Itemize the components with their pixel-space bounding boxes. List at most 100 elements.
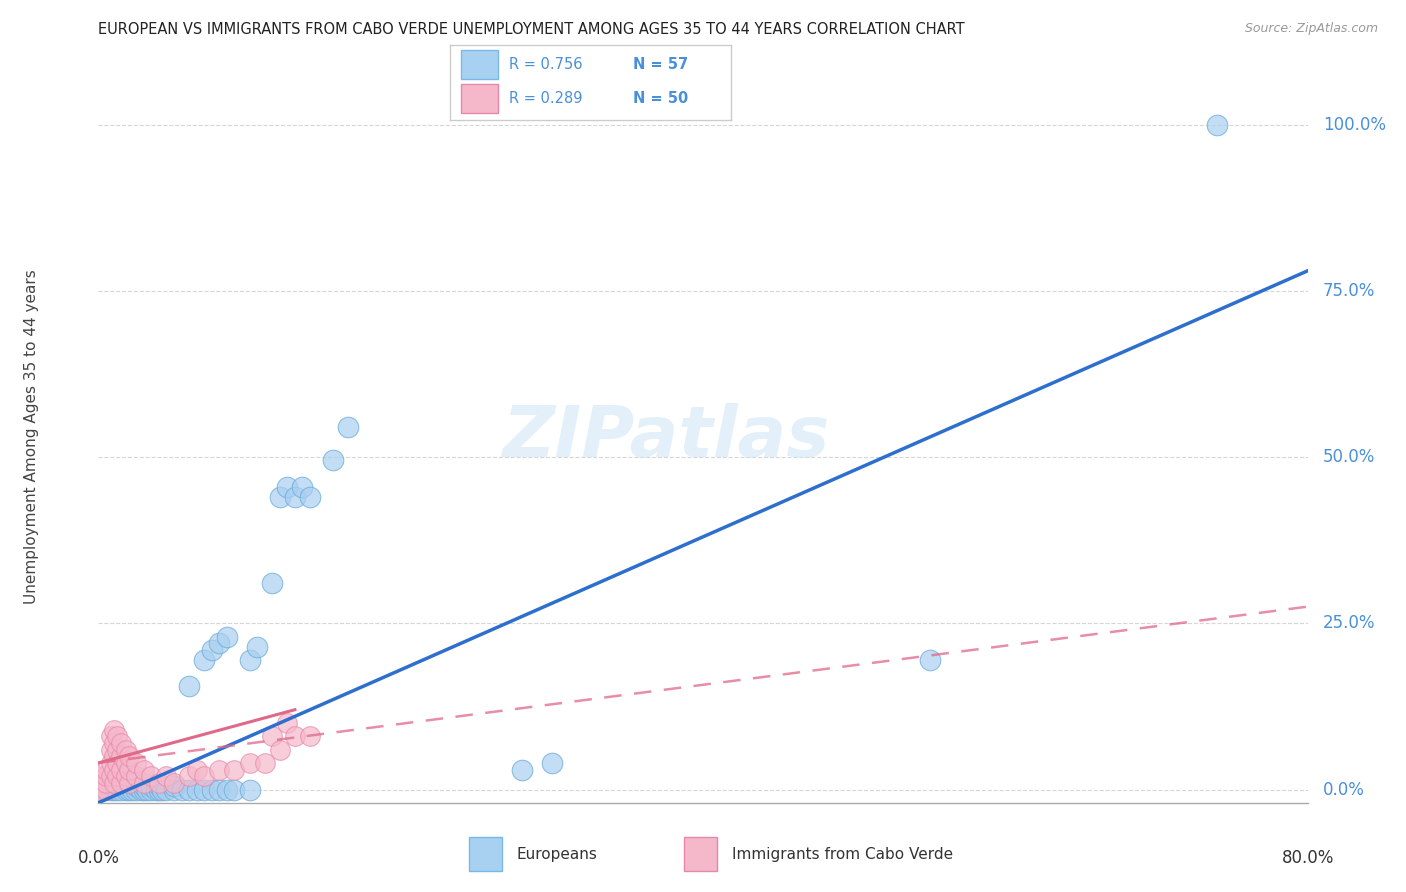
- Bar: [683, 837, 717, 871]
- Text: 75.0%: 75.0%: [1323, 282, 1375, 300]
- Point: [110, 736, 132, 750]
- Point: [105, 769, 128, 783]
- Point: [336, 420, 359, 434]
- Point: [87, 776, 110, 790]
- Point: [125, 782, 148, 797]
- Point: [105, 742, 128, 756]
- Point: [132, 763, 155, 777]
- Point: [103, 782, 125, 797]
- Point: [155, 769, 177, 783]
- Point: [118, 763, 141, 777]
- Point: [110, 782, 132, 797]
- Point: [87, 782, 110, 797]
- Point: [114, 742, 136, 756]
- Point: [269, 742, 291, 756]
- Text: 0.0%: 0.0%: [77, 849, 120, 867]
- Point: [1206, 118, 1229, 132]
- Point: [155, 782, 177, 797]
- Point: [100, 742, 122, 756]
- Point: [94, 782, 117, 797]
- Point: [103, 749, 125, 764]
- Point: [246, 640, 269, 654]
- Point: [100, 756, 122, 770]
- Point: [163, 776, 186, 790]
- Point: [94, 776, 117, 790]
- Point: [299, 490, 322, 504]
- Text: 100.0%: 100.0%: [1323, 116, 1386, 134]
- Point: [141, 769, 163, 783]
- Text: R = 0.289: R = 0.289: [509, 91, 582, 106]
- Bar: [461, 50, 498, 78]
- Point: [239, 653, 262, 667]
- Point: [110, 776, 132, 790]
- Text: Source: ZipAtlas.com: Source: ZipAtlas.com: [1244, 22, 1378, 36]
- Point: [145, 782, 167, 797]
- Point: [201, 782, 224, 797]
- Point: [118, 782, 141, 797]
- Point: [269, 490, 291, 504]
- Point: [148, 776, 170, 790]
- Point: [132, 776, 155, 790]
- Point: [193, 653, 215, 667]
- Point: [170, 782, 193, 797]
- Point: [135, 782, 157, 797]
- Point: [299, 729, 322, 743]
- Point: [276, 480, 298, 494]
- Point: [105, 756, 128, 770]
- Point: [208, 636, 231, 650]
- Bar: [461, 84, 498, 112]
- Point: [132, 782, 155, 797]
- Point: [284, 490, 307, 504]
- Point: [150, 782, 173, 797]
- Point: [239, 756, 262, 770]
- Point: [291, 480, 314, 494]
- Point: [103, 763, 125, 777]
- Text: 80.0%: 80.0%: [1281, 849, 1334, 867]
- Text: R = 0.756: R = 0.756: [509, 57, 582, 72]
- Point: [94, 769, 117, 783]
- Point: [215, 630, 238, 644]
- Point: [148, 782, 170, 797]
- Text: EUROPEAN VS IMMIGRANTS FROM CABO VERDE UNEMPLOYMENT AMONG AGES 35 TO 44 YEARS CO: EUROPEAN VS IMMIGRANTS FROM CABO VERDE U…: [98, 22, 965, 37]
- Point: [100, 729, 122, 743]
- Point: [540, 756, 562, 770]
- Point: [148, 779, 170, 793]
- Point: [224, 763, 246, 777]
- Text: Europeans: Europeans: [516, 847, 598, 862]
- Point: [177, 769, 201, 783]
- Point: [918, 653, 941, 667]
- Point: [114, 782, 136, 797]
- Bar: [468, 837, 502, 871]
- Text: Unemployment Among Ages 35 to 44 years: Unemployment Among Ages 35 to 44 years: [24, 269, 39, 605]
- Point: [177, 782, 201, 797]
- Point: [239, 782, 262, 797]
- Point: [87, 769, 110, 783]
- Point: [186, 782, 208, 797]
- Point: [208, 782, 231, 797]
- Text: 25.0%: 25.0%: [1323, 615, 1375, 632]
- Point: [103, 723, 125, 737]
- Text: ZIPatlas: ZIPatlas: [503, 402, 831, 472]
- Point: [322, 453, 344, 467]
- Point: [87, 782, 110, 797]
- Point: [262, 729, 284, 743]
- Point: [121, 782, 143, 797]
- Point: [94, 763, 117, 777]
- Text: 0.0%: 0.0%: [1323, 780, 1365, 798]
- Point: [114, 756, 136, 770]
- Point: [141, 782, 163, 797]
- Point: [118, 779, 141, 793]
- Point: [276, 716, 298, 731]
- Point: [103, 779, 125, 793]
- Point: [110, 779, 132, 793]
- Point: [284, 729, 307, 743]
- Point: [163, 782, 186, 797]
- Point: [125, 769, 148, 783]
- Point: [141, 779, 163, 793]
- Point: [103, 736, 125, 750]
- Point: [110, 763, 132, 777]
- Text: Immigrants from Cabo Verde: Immigrants from Cabo Verde: [731, 847, 953, 862]
- Text: 50.0%: 50.0%: [1323, 448, 1375, 466]
- Point: [193, 769, 215, 783]
- Point: [262, 576, 284, 591]
